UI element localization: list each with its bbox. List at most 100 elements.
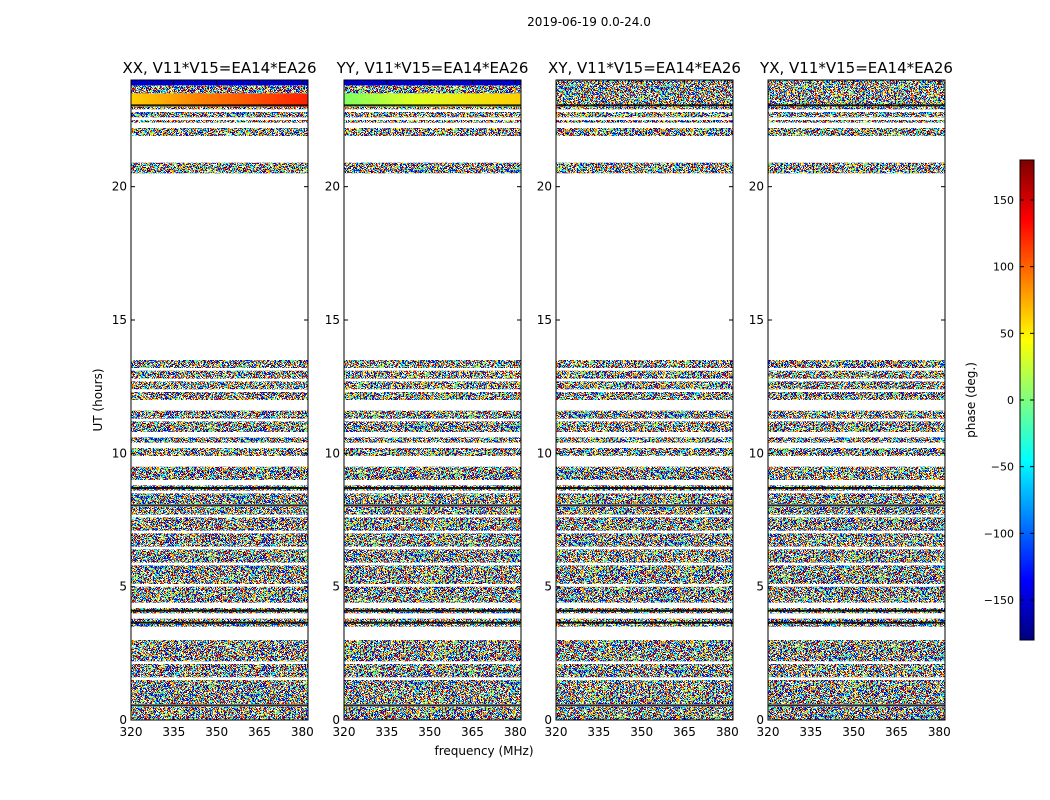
panel-title: XX, V11*V15=EA14*EA26 xyxy=(122,59,316,77)
data-block xyxy=(344,421,521,432)
separator-line xyxy=(344,609,521,612)
panel-frame xyxy=(343,79,522,721)
data-block xyxy=(556,85,733,94)
panel-yy: YY, V11*V15=EA14*EA26 320 335 350 365 380 0 5 10… xyxy=(325,59,529,739)
data-block xyxy=(131,85,308,94)
data-block xyxy=(344,466,521,480)
data-block xyxy=(556,466,733,480)
y-tick-label: 10 xyxy=(537,446,552,460)
colorbar: 150 100 50 0 −50 −100 −150 xyxy=(984,159,1035,641)
data-block xyxy=(768,392,945,400)
data-block xyxy=(556,162,733,174)
data-block xyxy=(131,93,308,107)
data-block xyxy=(768,640,945,662)
y-tick-label: 0 xyxy=(756,713,764,727)
y-tick-label: 20 xyxy=(112,180,127,194)
data-block xyxy=(768,120,945,123)
x-tick-label: 350 xyxy=(630,725,653,739)
data-block xyxy=(344,664,521,678)
data-block xyxy=(131,128,308,136)
data-block xyxy=(768,586,945,603)
data-block xyxy=(556,664,733,678)
data-block xyxy=(344,128,521,136)
data-block xyxy=(556,506,733,515)
data-block xyxy=(344,437,521,443)
separator-line xyxy=(344,621,521,624)
data-block xyxy=(768,80,945,86)
data-block xyxy=(131,493,308,504)
y-tick-label: 0 xyxy=(119,713,127,727)
y-tick-label: 15 xyxy=(325,313,340,327)
x-tick-label: 335 xyxy=(587,725,610,739)
separator-line xyxy=(768,104,945,107)
y-tick-label: 5 xyxy=(332,580,340,594)
x-tick-label: 350 xyxy=(418,725,441,739)
colorbar-tick-label: −150 xyxy=(984,594,1014,607)
y-tick-label: 10 xyxy=(112,446,127,460)
separator-line xyxy=(131,504,308,507)
x-tick-label: 380 xyxy=(504,725,527,739)
colorbar-tick-label: −100 xyxy=(984,527,1014,540)
data-block xyxy=(344,381,521,390)
data-block xyxy=(556,370,733,379)
data-block xyxy=(768,360,945,368)
y-tick-label: 15 xyxy=(112,313,127,327)
data-block xyxy=(556,421,733,432)
y-tick-label: 0 xyxy=(544,713,552,727)
data-block xyxy=(344,706,521,720)
y-tick-label: 5 xyxy=(756,580,764,594)
y-tick-label: 5 xyxy=(119,580,127,594)
panel-frame xyxy=(767,79,946,721)
data-block xyxy=(344,448,521,456)
data-block xyxy=(768,421,945,432)
colorbar-tick-label: 50 xyxy=(1000,327,1014,340)
data-block xyxy=(131,664,308,678)
data-block xyxy=(768,410,945,419)
x-tick-label: 365 xyxy=(885,725,908,739)
data-block xyxy=(556,128,733,136)
data-block xyxy=(768,128,945,136)
separator-line xyxy=(768,487,945,489)
y-tick-label: 10 xyxy=(749,446,764,460)
heatmap-blocks xyxy=(768,80,945,720)
data-block xyxy=(768,162,945,174)
separator-line xyxy=(768,609,945,612)
panel-yx: YX, V11*V15=EA14*EA26 320 335 350 365 380 0 5 10… xyxy=(749,59,953,739)
data-block xyxy=(768,112,945,118)
data-block xyxy=(556,381,733,390)
data-block xyxy=(768,706,945,720)
data-block xyxy=(768,664,945,678)
data-block xyxy=(131,517,308,531)
separator-line xyxy=(131,621,308,624)
x-tick-label: 365 xyxy=(673,725,696,739)
data-block xyxy=(768,533,945,547)
data-block xyxy=(768,93,945,107)
data-block xyxy=(131,448,308,456)
data-block xyxy=(344,493,521,504)
data-block xyxy=(768,381,945,390)
data-block xyxy=(131,706,308,720)
x-tick-label: 335 xyxy=(799,725,822,739)
data-block xyxy=(131,106,308,110)
x-tick-label: 320 xyxy=(545,725,568,739)
data-block xyxy=(344,106,521,110)
separator-line xyxy=(131,487,308,489)
data-block xyxy=(344,112,521,118)
data-block xyxy=(556,112,733,118)
data-block xyxy=(131,360,308,368)
data-block xyxy=(344,565,521,584)
data-block xyxy=(556,549,733,563)
y-tick-label: 15 xyxy=(537,313,552,327)
panels-group: XX, V11*V15=EA14*EA26 320 335 350 365 380 0 5 10… xyxy=(112,59,953,739)
y-tick-label: 20 xyxy=(325,180,340,194)
panel-frame xyxy=(130,79,309,721)
panel-xx: XX, V11*V15=EA14*EA26 320 335 350 365 380 0 5 10… xyxy=(112,59,317,739)
data-block xyxy=(344,517,521,531)
data-block xyxy=(556,680,733,704)
x-tick-label: 350 xyxy=(205,725,228,739)
x-tick-label: 320 xyxy=(757,725,780,739)
separator-line xyxy=(556,504,733,507)
data-block xyxy=(131,80,308,86)
heatmap-blocks xyxy=(556,80,733,720)
